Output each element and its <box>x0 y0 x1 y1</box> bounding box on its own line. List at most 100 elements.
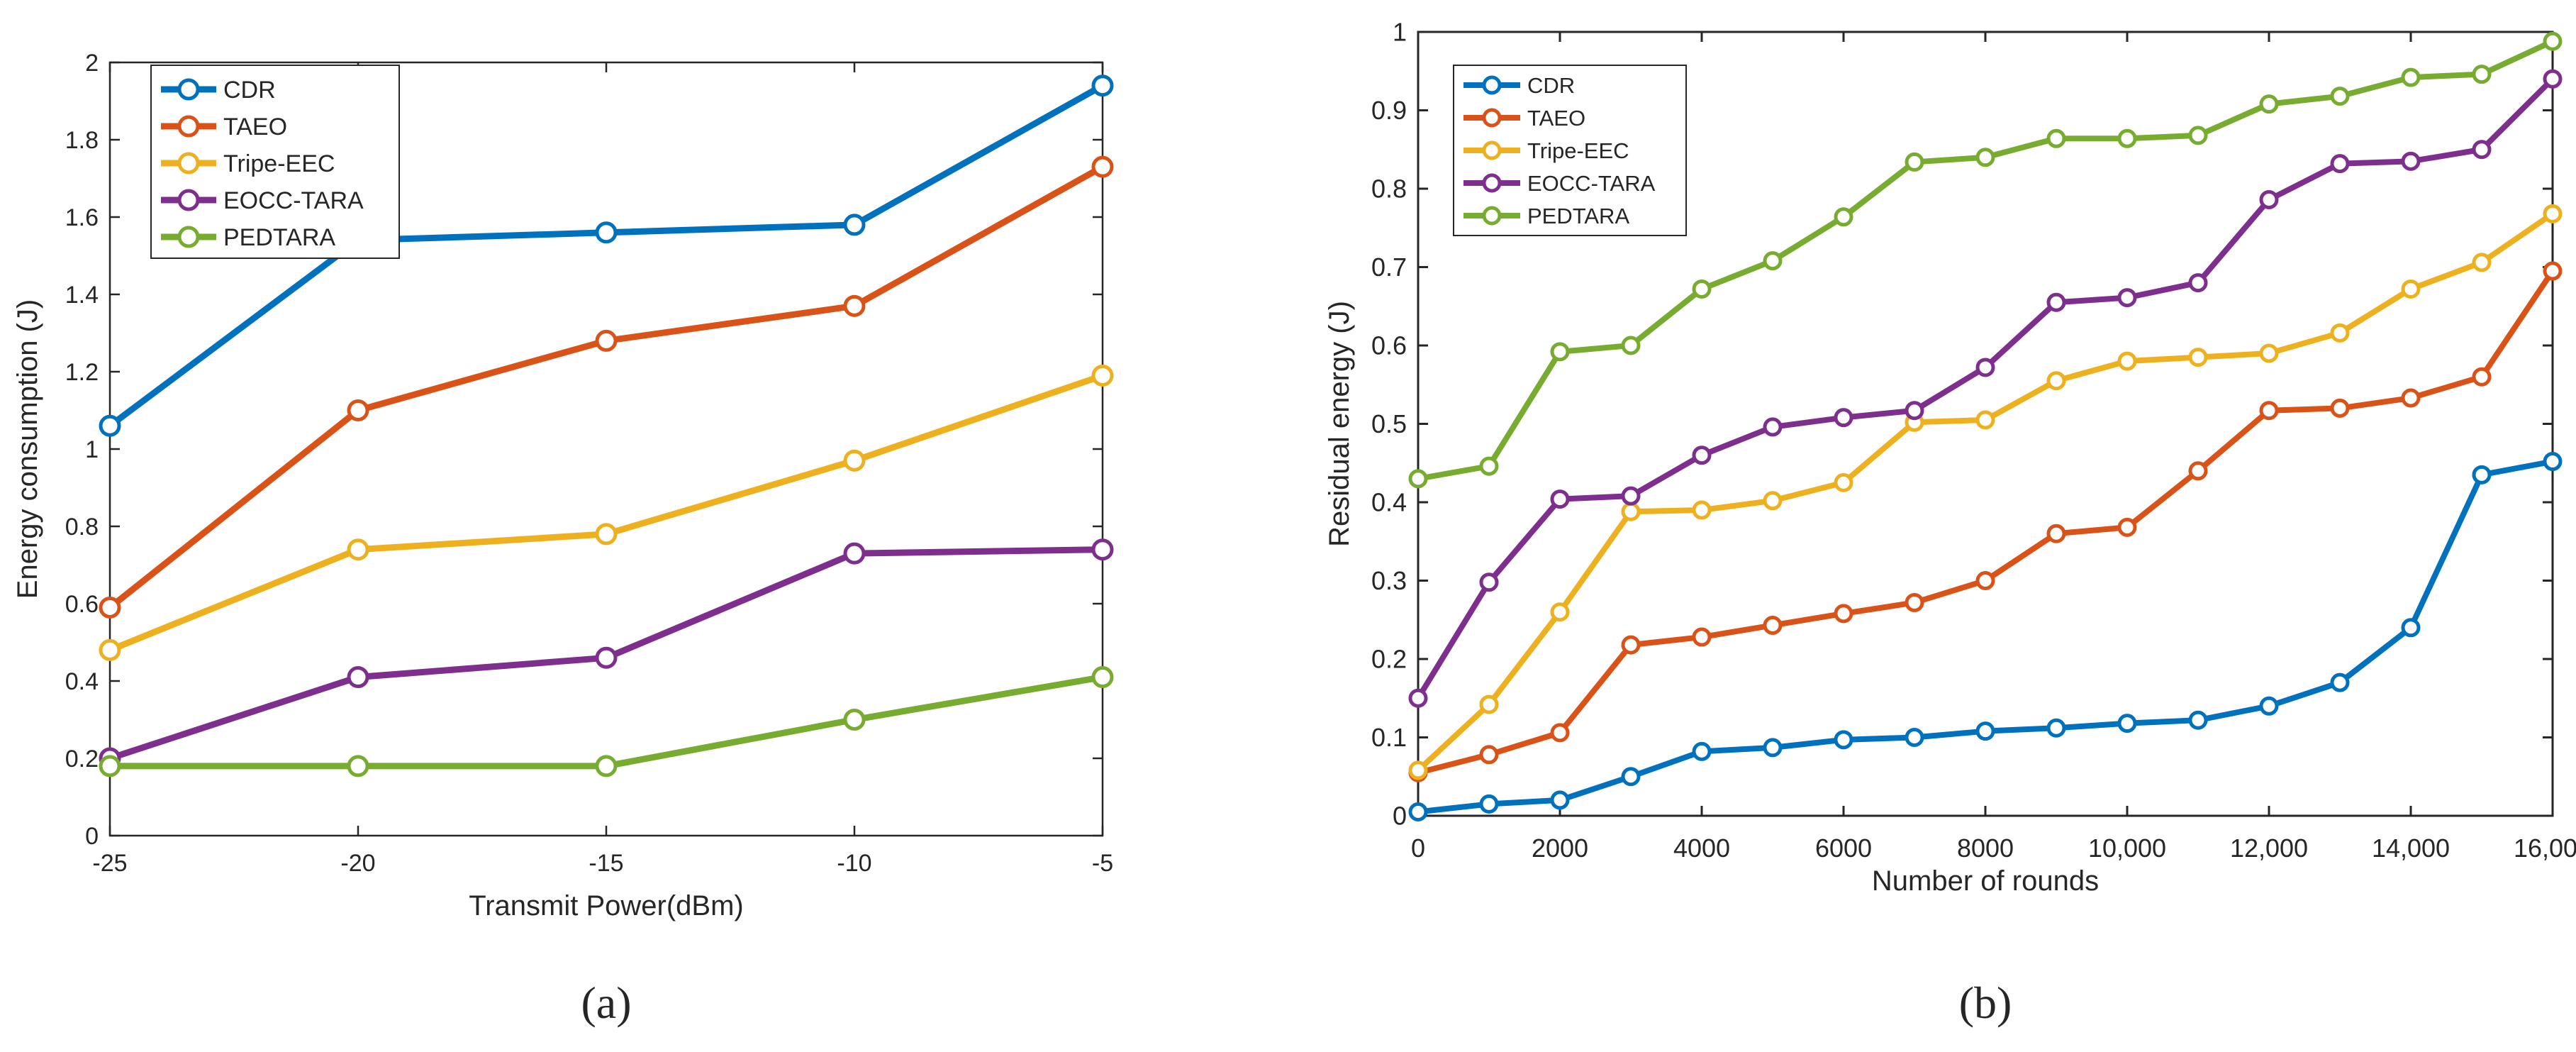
data-point-pedtara <box>2188 126 2208 145</box>
legend-label-taeo: TAEO <box>223 113 287 140</box>
data-point-pedtara <box>1091 666 1114 689</box>
data-point-cdr <box>1479 794 1499 814</box>
data-point-cdr <box>2117 714 2137 733</box>
data-point-taeo <box>2330 398 2350 418</box>
data-point-pedtara <box>2401 67 2421 87</box>
data-point-eocc-tara <box>2046 292 2066 312</box>
data-point-taeo <box>1834 604 1853 624</box>
data-point-eocc-tara <box>1975 358 1995 377</box>
data-point-eocc-tara <box>2401 151 2421 171</box>
data-point-cdr <box>1550 790 1570 810</box>
data-point-taeo <box>1763 615 1783 635</box>
data-point-tripe-eec <box>2117 351 2137 371</box>
data-point-taeo <box>347 399 369 421</box>
data-point-eocc-tara <box>2472 140 2492 160</box>
x-tick-label: -20 <box>340 850 375 877</box>
data-point-eocc-tara <box>1550 489 1570 509</box>
legend-marker-pedtara <box>177 226 200 248</box>
data-point-pedtara <box>1550 342 1570 362</box>
data-point-pedtara <box>1479 456 1499 476</box>
y-tick-label: 1.4 <box>65 282 99 309</box>
data-point-eocc-tara <box>843 542 866 565</box>
y-tick-label: 0.6 <box>65 591 99 618</box>
x-tick-label: 12,000 <box>2230 834 2308 863</box>
x-tick-label: 10,000 <box>2088 834 2166 863</box>
legend-label-cdr: CDR <box>223 77 276 104</box>
data-point-tripe-eec <box>1763 491 1783 511</box>
data-point-eocc-tara <box>2543 69 2563 89</box>
data-point-tripe-eec <box>2472 253 2492 272</box>
data-point-cdr <box>2330 672 2350 692</box>
data-point-cdr <box>2188 710 2208 730</box>
y-tick-label: 0.9 <box>1371 96 1407 125</box>
data-point-eocc-tara <box>347 666 369 689</box>
x-tick-label: 2000 <box>1532 834 1588 863</box>
x-tick-label: 16,000 <box>2514 834 2576 863</box>
legend-label-eocc-tara: EOCC-TARA <box>223 187 364 214</box>
panel-label-b: (b) <box>1959 978 2012 1028</box>
data-point-cdr <box>1692 741 1712 761</box>
legend-label-eocc-tara: EOCC-TARA <box>1527 171 1656 196</box>
data-point-taeo <box>595 329 618 352</box>
data-point-taeo <box>2117 517 2137 537</box>
legend-marker-cdr <box>1482 75 1502 95</box>
legend-marker-pedtara <box>1482 206 1502 226</box>
y-tick-label: 0.5 <box>1371 409 1407 438</box>
legend-label-taeo: TAEO <box>1527 106 1585 131</box>
x-tick-label: 14,000 <box>2372 834 2450 863</box>
x-tick-label: 0 <box>1411 834 1425 863</box>
data-point-pedtara <box>1905 152 1924 172</box>
data-point-taeo <box>843 294 866 317</box>
data-point-cdr <box>2046 718 2066 738</box>
data-point-cdr <box>1763 738 1783 758</box>
x-axis-label: Number of rounds <box>1872 865 2099 897</box>
y-tick-label: 0.1 <box>1371 723 1407 752</box>
data-point-eocc-tara <box>2330 154 2350 174</box>
data-point-tripe-eec <box>2330 323 2350 343</box>
data-point-pedtara <box>843 709 866 731</box>
y-tick-label: 0 <box>1393 802 1407 831</box>
legend-marker-taeo <box>1482 108 1502 128</box>
data-point-taeo <box>1550 723 1570 743</box>
data-point-cdr <box>595 221 618 244</box>
y-axis-label: Residual energy (J) <box>1324 301 1355 547</box>
data-point-taeo <box>1975 571 1995 590</box>
data-point-taeo <box>1905 592 1924 612</box>
data-point-cdr <box>1408 802 1428 821</box>
y-tick-label: 1.6 <box>65 204 99 231</box>
data-point-cdr <box>1834 730 1853 750</box>
data-point-tripe-eec <box>2188 348 2208 367</box>
legend-label-tripe-eec: Tripe-EEC <box>1527 138 1629 163</box>
legend-marker-cdr <box>177 78 200 101</box>
data-point-tripe-eec <box>2046 371 2066 391</box>
data-point-pedtara <box>1408 469 1428 489</box>
panel-label-a: (a) <box>581 978 631 1028</box>
data-point-tripe-eec <box>595 523 618 546</box>
data-point-pedtara <box>2330 87 2350 106</box>
data-point-cdr <box>1975 721 1995 741</box>
data-point-eocc-tara <box>2188 273 2208 293</box>
data-point-eocc-tara <box>2259 189 2279 209</box>
x-axis-label: Transmit Power(dBm) <box>469 890 743 921</box>
data-point-eocc-tara <box>1091 538 1114 561</box>
x-tick-label: 4000 <box>1673 834 1730 863</box>
y-tick-label: 0 <box>85 823 99 850</box>
data-point-pedtara <box>2472 65 2492 84</box>
y-tick-label: 0.6 <box>1371 331 1407 360</box>
data-point-taeo <box>2401 388 2421 408</box>
data-point-pedtara <box>2117 128 2137 148</box>
y-tick-label: 0.8 <box>1371 175 1407 204</box>
data-point-eocc-tara <box>1905 401 1924 421</box>
data-point-pedtara <box>1692 279 1712 299</box>
data-point-cdr <box>2543 452 2563 472</box>
data-point-taeo <box>2543 261 2563 281</box>
data-point-cdr <box>99 414 121 437</box>
data-point-eocc-tara <box>1763 417 1783 437</box>
data-point-eocc-tara <box>1692 445 1712 465</box>
data-point-eocc-tara <box>1408 688 1428 708</box>
y-tick-label: 0.2 <box>65 746 99 773</box>
data-point-eocc-tara <box>1834 408 1853 428</box>
legend-label-pedtara: PEDTARA <box>1527 204 1629 228</box>
data-point-pedtara <box>1763 251 1783 271</box>
